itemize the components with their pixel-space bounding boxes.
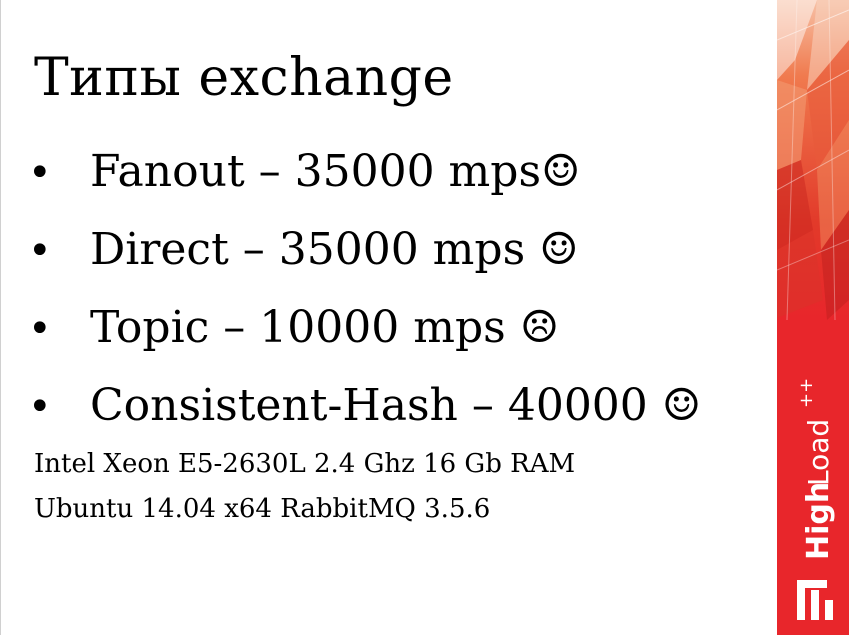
specs-line-cpu: Intel Xeon E5-2630L 2.4 Ghz 16 Gb RAM bbox=[34, 449, 576, 479]
slide-title: Типы exchange bbox=[34, 48, 454, 108]
bullet-list: • Fanout – 35000 mps☺ • Direct – 35000 mps… bbox=[28, 133, 701, 445]
bullet-item: • Topic – 10000 mps ☹ bbox=[28, 289, 701, 367]
bullet-item: • Fanout – 35000 mps☺ bbox=[28, 133, 701, 211]
logo-text-bold: High bbox=[801, 482, 836, 560]
bullet-text: Topic – 10000 mps ☹ bbox=[90, 302, 560, 353]
brand-strip-graphic: High Load ++ bbox=[777, 0, 849, 635]
highload-logo: High Load ++ bbox=[796, 378, 836, 560]
bullet-item: • Direct – 35000 mps ☺ bbox=[28, 211, 701, 289]
bullet-text: Consistent-Hash – 40000 ☺ bbox=[90, 380, 702, 431]
logo-text-light: Load bbox=[802, 419, 835, 486]
slide-edge-divider bbox=[0, 0, 1, 635]
bullet-text: Direct – 35000 mps ☺ bbox=[90, 224, 579, 275]
bullet-marker: • bbox=[28, 306, 52, 352]
bullet-text: Fanout – 35000 mps☺ bbox=[90, 146, 581, 197]
bullet-marker: • bbox=[28, 384, 52, 430]
brand-strip: High Load ++ bbox=[777, 0, 849, 635]
bullet-marker: • bbox=[28, 150, 52, 196]
hardware-specs: Intel Xeon E5-2630L 2.4 Ghz 16 Gb RAM Ub… bbox=[34, 442, 575, 532]
logo-mark-icon bbox=[797, 580, 833, 620]
facade-pattern bbox=[777, 0, 849, 321]
bullet-marker: • bbox=[28, 228, 52, 274]
logo-suffix: ++ bbox=[796, 378, 817, 408]
specs-line-os: Ubuntu 14.04 x64 RabbitMQ 3.5.6 bbox=[34, 494, 491, 524]
bullet-item: • Consistent-Hash – 40000 ☺ bbox=[28, 367, 701, 445]
